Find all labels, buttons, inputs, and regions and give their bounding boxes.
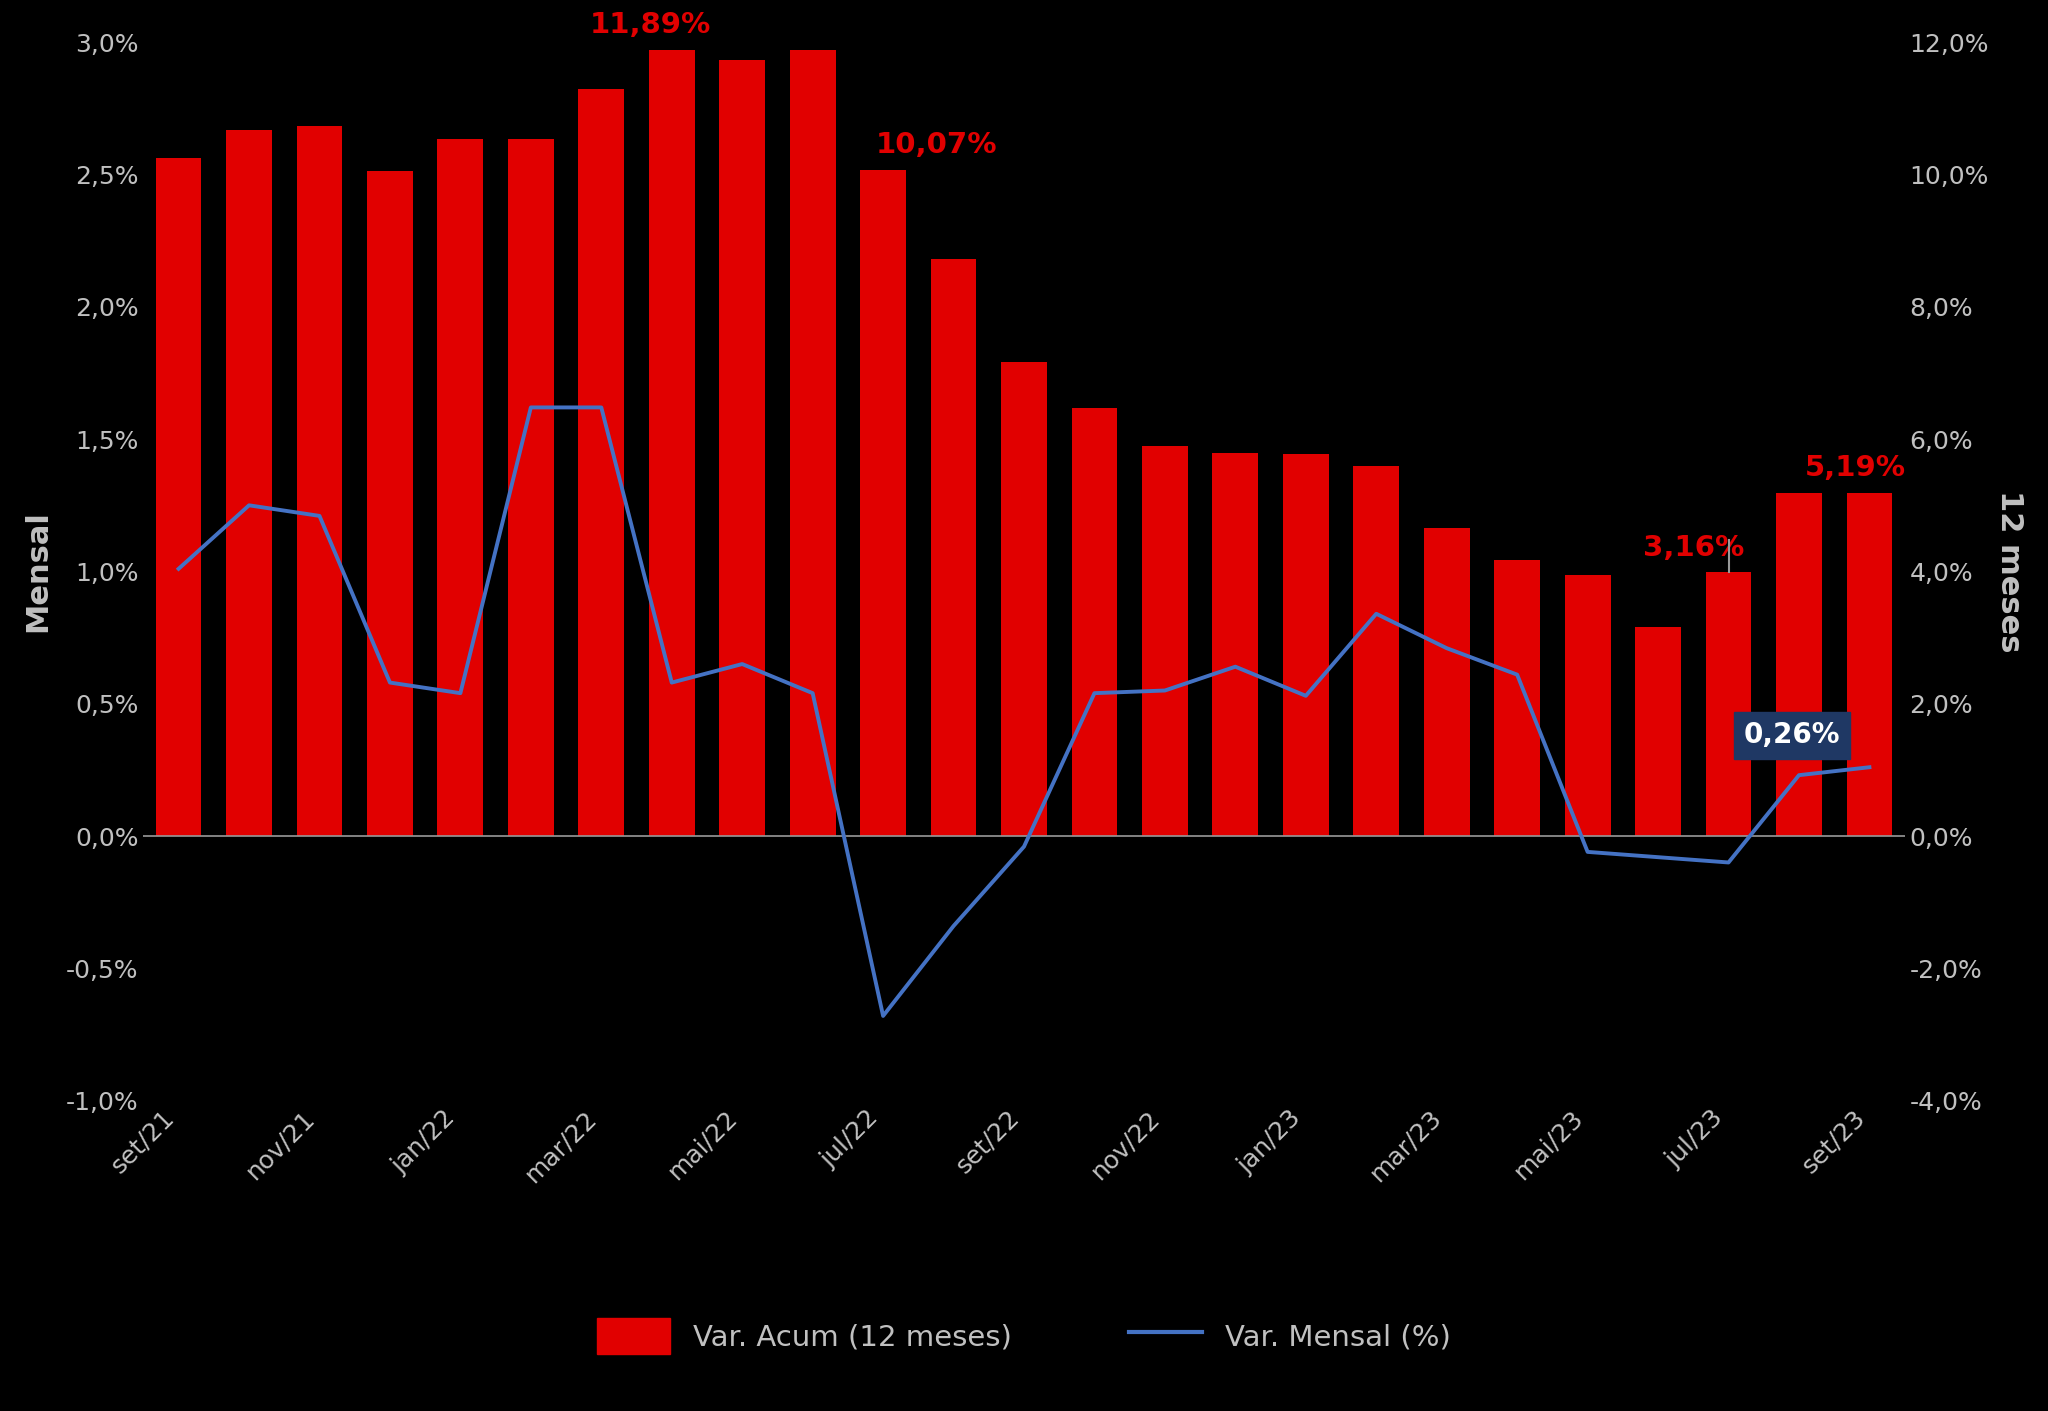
Bar <box>438 138 483 835</box>
Bar <box>1212 453 1257 835</box>
Bar <box>1706 571 1751 835</box>
Text: 11,89%: 11,89% <box>590 11 711 40</box>
Bar <box>791 49 836 835</box>
Bar <box>367 171 414 835</box>
Bar <box>1001 361 1047 835</box>
Bar <box>225 130 272 835</box>
Bar <box>649 49 694 835</box>
Bar <box>719 61 766 835</box>
Bar <box>1565 576 1610 835</box>
Bar <box>1634 626 1681 835</box>
Bar <box>1423 529 1470 835</box>
Bar <box>578 89 625 835</box>
Y-axis label: 12 meses: 12 meses <box>1995 490 2023 653</box>
Bar <box>1143 446 1188 835</box>
Bar <box>1776 492 1823 835</box>
Bar <box>1847 492 1892 835</box>
Bar <box>930 258 977 835</box>
Bar <box>860 169 905 835</box>
Bar <box>156 158 201 835</box>
Bar <box>297 126 342 835</box>
Bar <box>1282 454 1329 835</box>
Text: 5,19%: 5,19% <box>1804 454 1907 483</box>
Bar <box>1354 466 1399 835</box>
Y-axis label: Mensal: Mensal <box>23 511 51 632</box>
Bar <box>508 138 553 835</box>
Text: 3,16%: 3,16% <box>1642 533 1745 562</box>
Legend: Var. Acum (12 meses), Var. Mensal (%): Var. Acum (12 meses), Var. Mensal (%) <box>582 1304 1466 1369</box>
Bar <box>1071 408 1118 835</box>
Text: 10,07%: 10,07% <box>877 131 997 159</box>
Text: 0,26%: 0,26% <box>1743 721 1841 749</box>
Bar <box>1495 560 1540 835</box>
